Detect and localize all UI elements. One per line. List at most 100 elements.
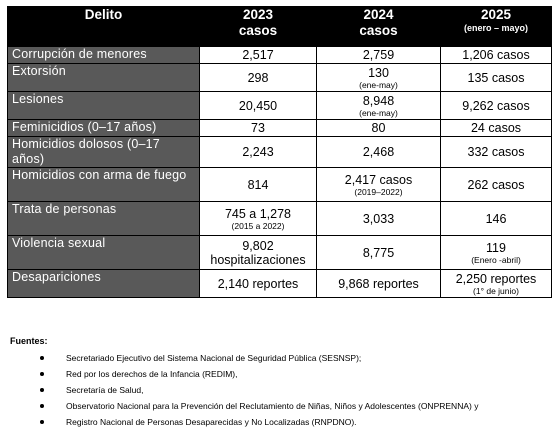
row-label: Corrupción de menores [7, 46, 200, 64]
cell-value: 3,033 [362, 211, 395, 226]
table-row: Desapariciones 2,140 reportes 9,868 report… [7, 269, 552, 298]
cell-2023: 9,802 hospitalizaciones [199, 235, 317, 270]
sources-title: Fuentes: [10, 336, 48, 346]
cell-2023: 298 [199, 63, 317, 92]
source-text: Registro Nacional de Personas Desapareci… [66, 417, 357, 427]
cell-value: 332 casos [467, 145, 525, 159]
cell-value: 298 [247, 70, 269, 85]
table-row: Feminicidios (0–17 años) 73 80 24 casos [7, 119, 552, 137]
row-label: Extorsión [7, 63, 200, 92]
sources-section: Fuentes: Secretariado Ejecutivo del Sist… [10, 335, 555, 430]
cell-value: 2,759 [362, 48, 395, 62]
source-item: Secretaría de Salud, [10, 382, 555, 398]
cell-value: 2,140 reportes [217, 276, 299, 291]
cell-2025: 1,206 casos [440, 46, 552, 64]
table-row: Homicidios dolosos (0–17 años) 2,243 2,468… [7, 136, 552, 168]
cell-value: 2,517 [242, 48, 274, 62]
table-row: Lesiones 20,450 8,948 (ene-may) 9,262 casos [7, 91, 552, 120]
cell-value: 80 [371, 121, 386, 135]
row-label: Desapariciones [7, 269, 200, 298]
table-row: Homicidios con arma de fuego 814 2,417 cas… [7, 167, 552, 202]
cell-value: 262 casos [467, 177, 525, 192]
cell-2025: 262 casos [440, 167, 552, 202]
table-row: Extorsión 298 130 (ene-may) 135 casos [7, 63, 552, 92]
cell-value: 8,775 [362, 245, 395, 260]
cell-note: (ene-may) [359, 79, 398, 90]
source-text: Red por los derechos de la Infancia (RED… [66, 369, 238, 379]
cell-value: 9,868 reportes [338, 276, 419, 291]
cell-value: 9,802 hospitalizaciones [210, 238, 306, 267]
cell-value: 745 a 1,278 [224, 206, 292, 221]
cell-value: 135 casos [467, 70, 525, 85]
table-row: Corrupción de menores 2,517 2,759 1,206 cas… [7, 46, 552, 64]
cell-2023: 2,243 [199, 136, 317, 168]
cell-2025: 119 (Enero -abril) [440, 235, 552, 270]
table-header-row: Delito 2023 casos 2024 casos 2025 (enero… [7, 6, 552, 47]
row-label: Homicidios con arma de fuego [7, 167, 200, 202]
row-label: Feminicidios (0–17 años) [7, 119, 200, 137]
row-label: Homicidios dolosos (0–17 años) [7, 136, 200, 168]
cell-value: 1,206 casos [462, 48, 530, 62]
bullet-icon [40, 372, 44, 376]
cell-2025: 2,250 reportes (1° de junio) [440, 269, 552, 298]
header-2024: 2024 casos [316, 6, 441, 47]
cell-2024: 2,417 casos (2019–2022) [316, 167, 441, 202]
header-2023: 2023 casos [199, 6, 317, 47]
cell-2025: 24 casos [440, 119, 552, 137]
cell-value: 146 [485, 211, 507, 226]
cell-value: 814 [247, 177, 269, 192]
cell-2025: 332 casos [440, 136, 552, 168]
source-text: Observatorio Nacional para la Prevención… [66, 401, 479, 411]
cell-2024: 8,948 (ene-may) [316, 91, 441, 120]
cell-note: (2015 a 2022) [231, 220, 285, 231]
cell-2025: 146 [440, 201, 552, 236]
cell-2023: 20,450 [199, 91, 317, 120]
cell-value: 8,948 [362, 93, 395, 108]
cell-2024: 3,033 [316, 201, 441, 236]
cell-note: (1° de junio) [473, 285, 519, 296]
cell-2024: 2,468 [316, 136, 441, 168]
cell-value: 20,450 [238, 98, 278, 113]
cell-value: 73 [251, 121, 265, 135]
source-item: Registro Nacional de Personas Desapareci… [10, 414, 555, 430]
cell-value: 130 [368, 65, 389, 80]
cell-2024: 80 [316, 119, 441, 137]
table-body: Corrupción de menores 2,517 2,759 1,206 cas… [7, 46, 552, 298]
cell-2024: 130 (ene-may) [316, 63, 441, 92]
cell-2024: 9,868 reportes [316, 269, 441, 298]
cell-2023: 2,140 reportes [199, 269, 317, 298]
bullet-icon [40, 404, 44, 408]
cell-value: 2,243 [242, 145, 274, 159]
table-row: Trata de personas 745 a 1,278 (2015 a 2022… [7, 201, 552, 236]
row-label: Lesiones [7, 91, 200, 120]
table-row: Violencia sexual 9,802 hospitalizaciones 8… [7, 235, 552, 270]
source-text: Secretariado Ejecutivo del Sistema Nacio… [66, 353, 362, 363]
cell-2024: 8,775 [316, 235, 441, 270]
bullet-icon [40, 388, 44, 392]
source-item: Secretariado Ejecutivo del Sistema Nacio… [10, 350, 555, 366]
row-label: Trata de personas [7, 201, 200, 236]
cell-2023: 2,517 [199, 46, 317, 64]
cell-2024: 2,759 [316, 46, 441, 64]
header-delito: Delito [7, 6, 200, 47]
bullet-icon [40, 420, 44, 424]
cell-value: 119 [486, 240, 506, 255]
bullet-icon [40, 356, 44, 360]
cell-2025: 135 casos [440, 63, 552, 92]
cell-2023: 745 a 1,278 (2015 a 2022) [199, 201, 317, 236]
source-item: Observatorio Nacional para la Prevención… [10, 398, 555, 414]
cell-value: 2,468 [362, 145, 395, 159]
cell-2023: 73 [199, 119, 317, 137]
crime-statistics-table: Delito 2023 casos 2024 casos 2025 (enero… [7, 6, 552, 298]
cell-value: 9,262 casos [462, 98, 530, 113]
cell-note: (Enero -abril) [471, 254, 521, 265]
cell-note: (ene-may) [359, 107, 398, 118]
header-2025: 2025 (enero – mayo) [440, 6, 552, 47]
cell-value: 2,250 reportes [455, 271, 537, 286]
cell-value: 24 casos [470, 121, 522, 135]
source-text: Secretaría de Salud, [66, 385, 144, 395]
cell-2023: 814 [199, 167, 317, 202]
source-item: Red por los derechos de la Infancia (RED… [10, 366, 555, 382]
cell-note: (2019–2022) [354, 186, 403, 197]
